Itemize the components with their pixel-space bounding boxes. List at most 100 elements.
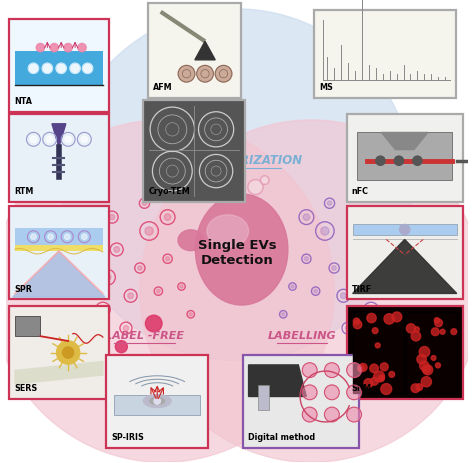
Ellipse shape [150,398,164,405]
FancyBboxPatch shape [15,317,40,337]
FancyBboxPatch shape [346,207,463,300]
Circle shape [379,376,384,382]
Circle shape [374,371,384,382]
Circle shape [197,66,213,83]
Circle shape [50,44,58,53]
Circle shape [56,64,66,74]
Circle shape [165,257,170,261]
Circle shape [302,385,317,400]
FancyBboxPatch shape [9,307,109,399]
Circle shape [364,379,373,388]
FancyBboxPatch shape [9,20,109,113]
Text: MS: MS [319,83,333,92]
Circle shape [353,319,360,325]
Circle shape [413,157,422,166]
Circle shape [218,173,238,193]
Circle shape [248,180,263,195]
Polygon shape [15,362,103,384]
Circle shape [376,157,385,166]
Polygon shape [13,251,105,298]
Ellipse shape [143,394,171,407]
Circle shape [282,313,285,316]
Circle shape [384,314,394,325]
Circle shape [42,64,53,74]
Circle shape [359,363,367,372]
Polygon shape [52,125,66,148]
Circle shape [380,363,388,371]
Circle shape [48,234,54,240]
Circle shape [431,328,439,336]
Polygon shape [382,133,428,150]
FancyBboxPatch shape [143,101,246,203]
Circle shape [406,324,416,333]
FancyBboxPatch shape [15,245,103,251]
Circle shape [100,307,106,313]
Circle shape [381,384,392,394]
Circle shape [261,176,269,185]
Polygon shape [195,42,215,61]
Circle shape [411,332,421,341]
Circle shape [368,307,374,313]
Circle shape [65,137,72,143]
Circle shape [178,66,195,83]
Circle shape [56,341,80,364]
Circle shape [392,312,402,322]
Text: NTA: NTA [14,97,32,106]
FancyBboxPatch shape [243,355,359,448]
Circle shape [436,363,440,368]
Circle shape [327,201,332,206]
Circle shape [104,274,111,281]
Ellipse shape [207,215,248,248]
FancyBboxPatch shape [9,207,109,300]
FancyBboxPatch shape [346,307,463,399]
Circle shape [64,234,70,240]
Circle shape [304,257,309,261]
Circle shape [417,355,427,364]
Circle shape [46,137,53,143]
Circle shape [128,293,134,299]
Circle shape [346,363,362,378]
FancyBboxPatch shape [314,11,456,99]
Circle shape [375,343,380,348]
FancyBboxPatch shape [15,52,103,86]
FancyBboxPatch shape [148,4,241,99]
Circle shape [372,328,378,334]
Circle shape [145,227,153,236]
FancyBboxPatch shape [353,225,457,235]
Circle shape [140,121,474,463]
Circle shape [381,256,389,263]
Circle shape [146,315,162,332]
Circle shape [325,385,339,400]
Polygon shape [353,240,457,294]
Circle shape [156,290,160,294]
Circle shape [82,64,92,74]
FancyBboxPatch shape [9,115,109,203]
Circle shape [84,324,103,342]
Circle shape [419,347,430,357]
Circle shape [314,290,318,294]
FancyBboxPatch shape [106,355,208,448]
Circle shape [346,407,362,422]
Circle shape [36,44,45,53]
Circle shape [379,375,384,380]
Circle shape [346,326,351,331]
FancyBboxPatch shape [15,228,103,246]
FancyBboxPatch shape [114,395,200,415]
Circle shape [109,215,115,220]
Circle shape [367,313,376,323]
Circle shape [215,66,232,83]
Circle shape [363,274,370,281]
Circle shape [115,341,128,353]
Circle shape [82,234,87,240]
Circle shape [302,363,317,378]
Circle shape [180,285,183,288]
Circle shape [31,234,36,240]
FancyBboxPatch shape [346,115,463,203]
Circle shape [435,319,442,327]
Text: nFC: nFC [352,187,369,196]
Circle shape [414,327,419,332]
Circle shape [28,64,38,74]
Circle shape [0,121,334,463]
Circle shape [189,313,192,316]
Circle shape [355,247,360,253]
